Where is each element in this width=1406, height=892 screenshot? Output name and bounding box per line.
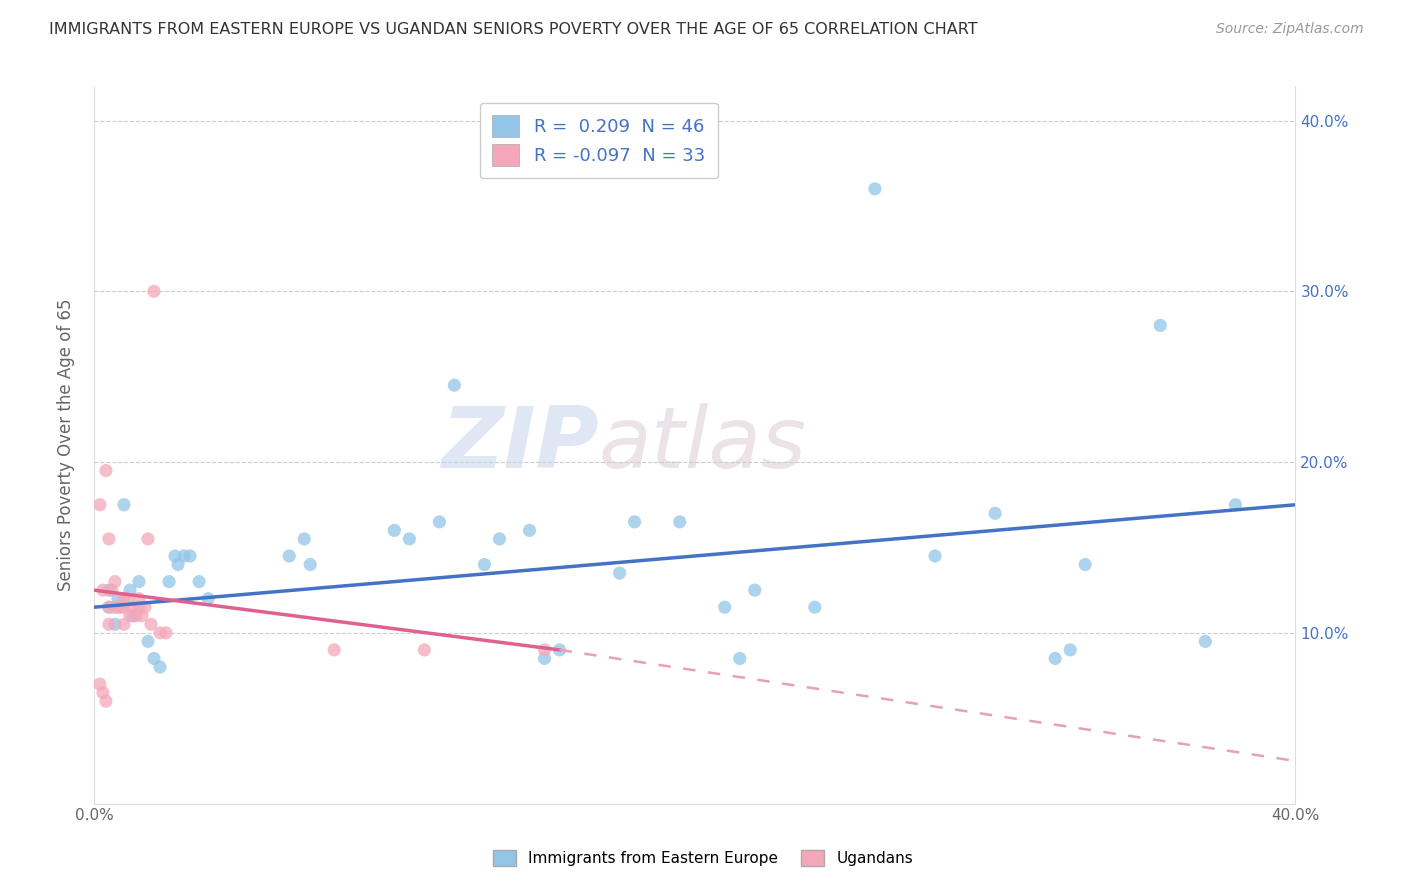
- Y-axis label: Seniors Poverty Over the Age of 65: Seniors Poverty Over the Age of 65: [58, 299, 75, 591]
- Point: [1225, 498, 1247, 512]
- Point: [474, 558, 496, 572]
- Legend: Immigrants from Eastern Europe, Ugandans: Immigrants from Eastern Europe, Ugandans: [484, 841, 922, 875]
- Point: [1059, 643, 1081, 657]
- Point: [548, 643, 571, 657]
- Point: [188, 574, 211, 589]
- Point: [97, 600, 120, 615]
- Point: [110, 600, 132, 615]
- Point: [299, 558, 322, 572]
- Point: [94, 464, 117, 478]
- Point: [139, 617, 162, 632]
- Point: [533, 643, 555, 657]
- Point: [97, 617, 120, 632]
- Point: [533, 651, 555, 665]
- Point: [122, 608, 145, 623]
- Point: [136, 634, 159, 648]
- Point: [97, 583, 120, 598]
- Point: [112, 617, 135, 632]
- Point: [91, 685, 114, 699]
- Point: [609, 566, 631, 580]
- Point: [136, 532, 159, 546]
- Point: [131, 608, 153, 623]
- Point: [143, 651, 166, 665]
- Point: [91, 583, 114, 598]
- Point: [115, 591, 138, 606]
- Point: [427, 515, 450, 529]
- Point: [157, 574, 180, 589]
- Point: [984, 506, 1007, 520]
- Point: [278, 549, 301, 563]
- Point: [112, 591, 135, 606]
- Point: [863, 182, 886, 196]
- Point: [101, 583, 124, 598]
- Point: [155, 625, 177, 640]
- Point: [488, 532, 510, 546]
- Point: [167, 558, 190, 572]
- Text: ZIP: ZIP: [441, 403, 599, 486]
- Point: [744, 583, 766, 598]
- Point: [97, 600, 120, 615]
- Point: [118, 583, 141, 598]
- Point: [89, 498, 111, 512]
- Point: [112, 600, 135, 615]
- Point: [197, 591, 219, 606]
- Point: [519, 524, 541, 538]
- Point: [804, 600, 827, 615]
- Point: [104, 617, 127, 632]
- Point: [179, 549, 201, 563]
- Point: [134, 600, 156, 615]
- Point: [104, 600, 127, 615]
- Point: [728, 651, 751, 665]
- Legend: R =  0.209  N = 46, R = -0.097  N = 33: R = 0.209 N = 46, R = -0.097 N = 33: [479, 103, 717, 178]
- Point: [118, 608, 141, 623]
- Point: [107, 591, 129, 606]
- Point: [89, 677, 111, 691]
- Point: [382, 524, 405, 538]
- Text: atlas: atlas: [599, 403, 807, 486]
- Text: Source: ZipAtlas.com: Source: ZipAtlas.com: [1216, 22, 1364, 37]
- Point: [443, 378, 465, 392]
- Point: [413, 643, 436, 657]
- Point: [323, 643, 346, 657]
- Point: [112, 498, 135, 512]
- Point: [398, 532, 420, 546]
- Point: [104, 574, 127, 589]
- Point: [1149, 318, 1171, 333]
- Point: [1194, 634, 1216, 648]
- Point: [924, 549, 946, 563]
- Point: [149, 625, 172, 640]
- Point: [97, 532, 120, 546]
- Point: [94, 694, 117, 708]
- Point: [173, 549, 195, 563]
- Point: [1043, 651, 1066, 665]
- Point: [128, 591, 150, 606]
- Point: [713, 600, 735, 615]
- Point: [143, 285, 166, 299]
- Point: [122, 600, 145, 615]
- Point: [668, 515, 690, 529]
- Point: [623, 515, 645, 529]
- Point: [292, 532, 315, 546]
- Point: [149, 660, 172, 674]
- Point: [107, 600, 129, 615]
- Point: [128, 600, 150, 615]
- Point: [1074, 558, 1097, 572]
- Text: IMMIGRANTS FROM EASTERN EUROPE VS UGANDAN SENIORS POVERTY OVER THE AGE OF 65 COR: IMMIGRANTS FROM EASTERN EUROPE VS UGANDA…: [49, 22, 977, 37]
- Point: [125, 608, 148, 623]
- Point: [128, 574, 150, 589]
- Point: [163, 549, 186, 563]
